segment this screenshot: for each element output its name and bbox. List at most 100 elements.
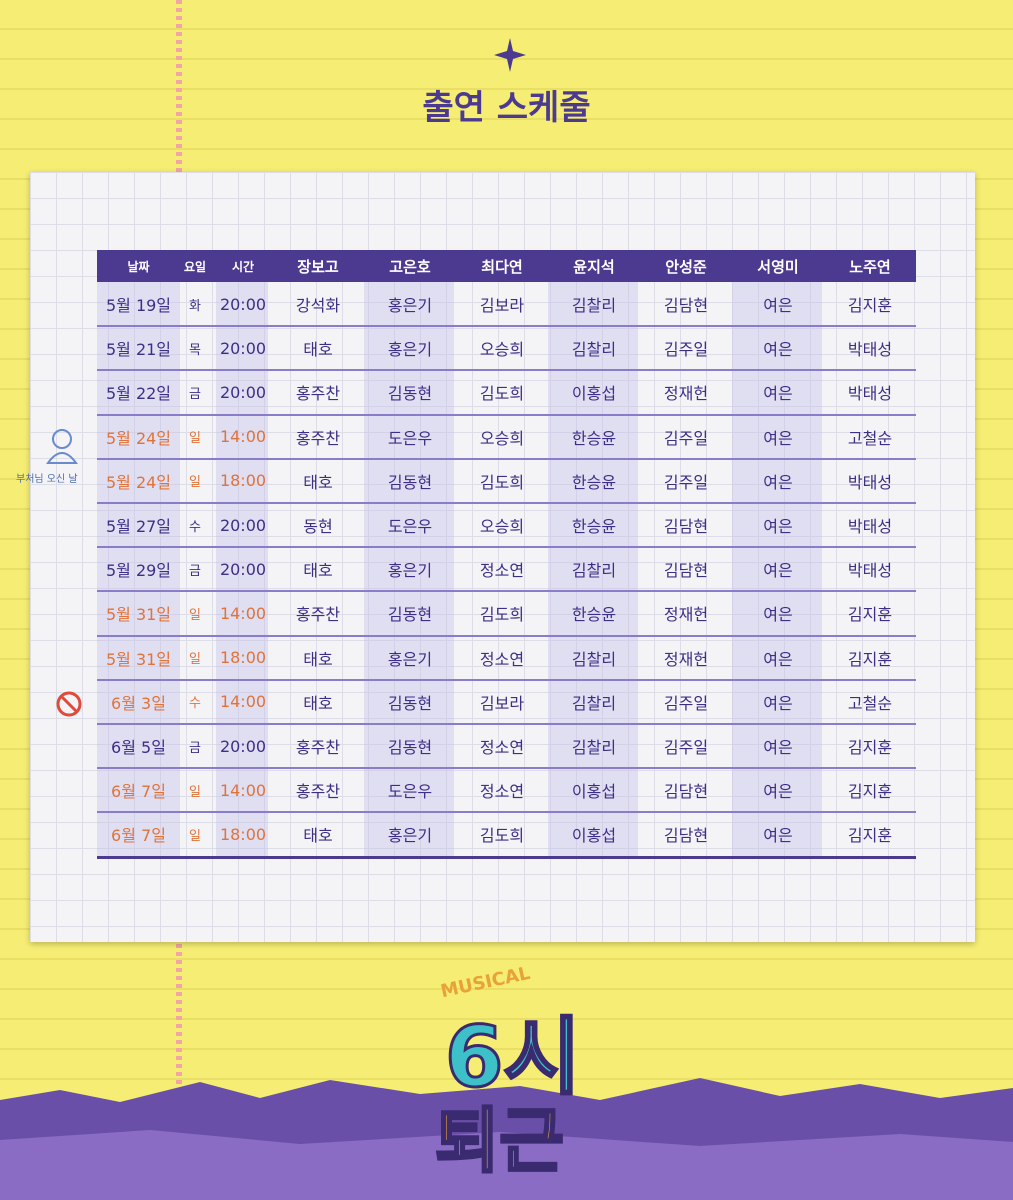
table-cell: 태호 (303, 472, 333, 492)
table-cell: 고철순 (847, 693, 893, 713)
table-cell: 18:00 (219, 648, 267, 668)
table-cell: 정소연 (479, 649, 525, 669)
row-line (97, 678, 916, 681)
table-cell: 강석화 (295, 296, 341, 316)
table-cell: 14:00 (219, 692, 267, 712)
table-cell: 동현 (303, 517, 333, 537)
table-cell: 일 (189, 431, 201, 447)
row-line (97, 457, 916, 460)
table-cell: 김찰리 (571, 738, 617, 758)
table-cell: 20:00 (219, 736, 267, 756)
table-cell: 여은 (763, 561, 793, 581)
side-note: 부처님 오신 날 (16, 474, 78, 485)
table-cell: 여은 (763, 384, 793, 404)
table-cell: 김지훈 (847, 296, 893, 316)
row-line (97, 546, 916, 549)
table-cell: 태호 (303, 340, 333, 360)
table-cell: 일 (189, 652, 201, 668)
table-cell: 이홍섭 (571, 384, 617, 404)
table-cell: 김동현 (387, 605, 433, 625)
table-cell: 5월 24일 (105, 428, 172, 448)
header-cell: 노주연 (849, 257, 891, 276)
table-cell: 김담현 (663, 826, 709, 846)
header-bar (97, 250, 916, 282)
table-cell: 금 (189, 740, 201, 756)
header-cell: 고은호 (389, 257, 431, 276)
table-cell: 한승윤 (571, 472, 617, 492)
table-cell: 6월 3일 (111, 693, 166, 713)
table-cell: 5월 29일 (105, 561, 172, 581)
table-cell: 금 (189, 563, 201, 579)
table-cell: 김보라 (479, 693, 525, 713)
table-cell: 20:00 (219, 559, 267, 579)
table-cell: 김도희 (479, 472, 525, 492)
table-cell: 6월 5일 (111, 738, 166, 758)
table-cell: 도은우 (387, 428, 433, 448)
table-cell: 김지훈 (847, 605, 893, 625)
table-cell: 20:00 (219, 515, 267, 535)
title: 출연 스케줄 (422, 88, 591, 128)
column-shade (97, 282, 180, 857)
header-cell: 장보고 (297, 257, 339, 276)
table-cell: 6월 7일 (111, 782, 166, 802)
header-cell: 날짜 (127, 259, 150, 274)
table-cell: 여은 (763, 605, 793, 625)
table-cell: 태호 (303, 649, 333, 669)
header-cell: 시간 (231, 259, 255, 274)
table-cell: 한승윤 (571, 605, 617, 625)
table-cell: 태호 (303, 561, 333, 581)
table-cell: 홍은기 (387, 826, 433, 846)
table-cell: 여은 (763, 428, 793, 448)
table-cell: 김도희 (479, 826, 525, 846)
table-cell: 이홍섭 (571, 782, 617, 802)
table-cell: 수 (189, 519, 201, 535)
table-cell: 여은 (763, 472, 793, 492)
header-cell: 최다연 (481, 257, 523, 276)
table-cell: 한승윤 (571, 428, 617, 448)
table-cell: 화 (189, 298, 201, 314)
table-cell: 일 (189, 607, 201, 623)
table-cell: 김동현 (387, 472, 433, 492)
table-cell: 김보라 (479, 296, 525, 316)
table-cell: 금 (189, 386, 201, 402)
column-shade (548, 282, 638, 857)
table-cell: 여은 (763, 782, 793, 802)
table-cell: 이홍섭 (571, 826, 617, 846)
table-cell: 홍주찬 (295, 428, 341, 448)
table-cell: 여은 (763, 738, 793, 758)
table-cell: 5월 22일 (105, 384, 172, 404)
table-cell: 14:00 (219, 603, 267, 623)
table-cell: 박태성 (847, 340, 893, 360)
table-cell: 박태성 (847, 561, 893, 581)
table-cell: 박태성 (847, 517, 893, 537)
table-cell: 도은우 (387, 517, 433, 537)
table-cell: 정재헌 (663, 384, 709, 404)
table-cell: 김찰리 (571, 561, 617, 581)
logo-line2: 퇴근 (434, 1099, 566, 1184)
table-cell: 김담현 (663, 517, 709, 537)
table-cell: 14:00 (219, 780, 267, 800)
star-icon (494, 38, 526, 72)
row-line (97, 811, 916, 814)
table-cell: 김담현 (663, 561, 709, 581)
paper (30, 172, 975, 942)
table-cell: 김주일 (663, 340, 709, 360)
table-cell: 여은 (763, 517, 793, 537)
table-cell: 20:00 (219, 294, 267, 314)
table-cell: 김지훈 (847, 782, 893, 802)
table-cell: 일 (189, 475, 201, 491)
table-cell: 여은 (763, 296, 793, 316)
table-cell: 김찰리 (571, 296, 617, 316)
logo-line1: 6시 (444, 1007, 583, 1108)
table-cell: 홍주찬 (295, 782, 341, 802)
table-cell: 오승희 (479, 340, 525, 360)
table-cell: 김동현 (387, 384, 433, 404)
table-cell: 김도희 (479, 605, 525, 625)
header-cell: 안성준 (665, 257, 707, 276)
table-cell: 김찰리 (571, 693, 617, 713)
table-cell: 6월 7일 (111, 826, 166, 846)
table-cell: 5월 31일 (105, 605, 172, 625)
row-line (97, 634, 916, 637)
table-cell: 김동현 (387, 738, 433, 758)
